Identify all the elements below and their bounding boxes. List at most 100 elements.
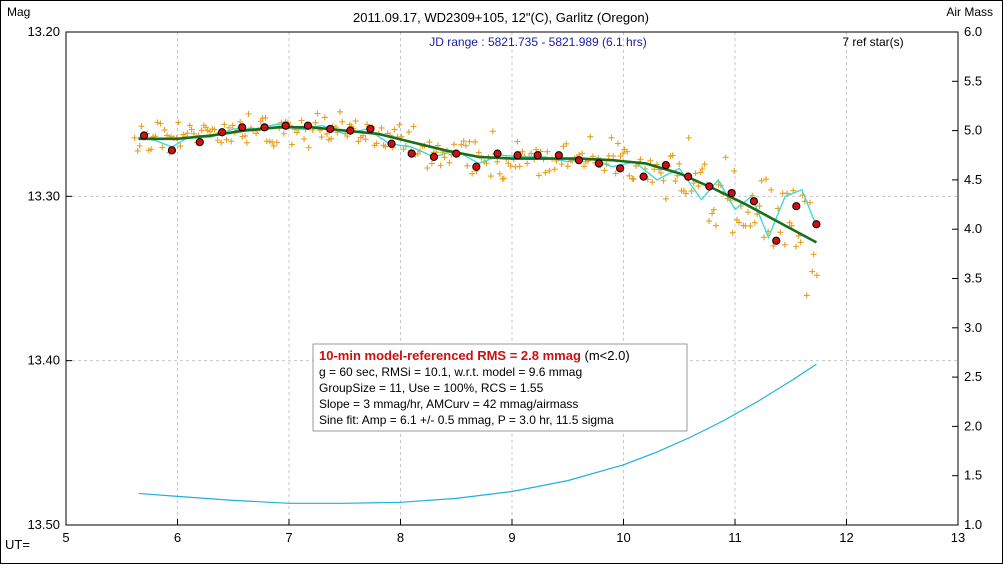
right-axis-ticks: 6.0 5.5 5.0 4.5 4.0 3.5 3.0 2.5 2.0 1.5 1.0: [952, 24, 982, 532]
raw-point: [612, 170, 619, 177]
raw-point: [806, 199, 813, 206]
raw-point: [629, 175, 636, 182]
raw-point: [647, 157, 654, 164]
raw-point: [131, 134, 138, 141]
binned-point: [195, 138, 204, 147]
raw-point: [458, 141, 465, 148]
binned-point: [429, 152, 439, 161]
raw-point: [692, 170, 699, 177]
raw-point: [669, 152, 676, 159]
binned-point: [574, 156, 584, 165]
binned-point: [218, 128, 227, 137]
raw-point: [424, 164, 431, 171]
raw-point: [756, 203, 763, 210]
x-tick-label: 11: [728, 530, 742, 545]
raw-point: [494, 158, 501, 165]
raw-point: [214, 137, 221, 144]
raw-point: [270, 142, 277, 149]
raw-point: [154, 119, 161, 126]
x-axis-ticks: 5 6 7 8 9 10 11 12 13: [62, 519, 965, 545]
raw-point: [544, 148, 551, 155]
raw-point: [198, 127, 205, 134]
raw-point: [450, 141, 457, 148]
raw-point: [138, 123, 145, 130]
raw-point: [175, 119, 182, 126]
raw-point: [344, 133, 351, 140]
raw-point: [682, 190, 689, 197]
binned-point: [493, 149, 502, 158]
chart-title: 2011.09.17, WD2309+105, 12"(C), Garlitz …: [353, 10, 649, 25]
raw-point: [601, 167, 608, 174]
raw-point: [558, 161, 565, 168]
stats-line-5: Sine fit: Amp = 6.1 +/- 0.5 mmag, P = 3.…: [319, 413, 614, 427]
x-tick-label: 13: [951, 530, 965, 545]
raw-point: [672, 177, 679, 184]
x-tick-label: 9: [508, 530, 515, 545]
right-axis-label: Air Mass: [946, 5, 993, 19]
model-fit-curve: [138, 126, 818, 244]
raw-point: [242, 132, 249, 139]
raw-point: [676, 160, 683, 167]
svg-text:10-min model-referenced RMS =: 10-min model-referenced RMS = 2.8 mmag (…: [319, 348, 630, 363]
raw-point: [809, 268, 816, 275]
raw-point: [364, 121, 371, 128]
raw-point: [662, 195, 669, 202]
raw-point: [699, 166, 706, 173]
raw-point: [426, 139, 433, 146]
left-axis-label: Mag: [7, 5, 30, 19]
raw-point: [751, 219, 758, 226]
x-tick-label: 6: [174, 530, 181, 545]
raw-point: [305, 144, 312, 151]
raw-point: [301, 135, 308, 142]
raw-point: [657, 169, 664, 176]
raw-point: [318, 134, 325, 141]
raw-point: [610, 153, 617, 160]
raw-point: [312, 119, 319, 126]
binned-point: [513, 151, 522, 160]
raw-point: [352, 118, 359, 125]
raw-point: [581, 163, 588, 170]
raw-point: [472, 138, 479, 145]
raw-point: [441, 154, 448, 161]
right-tick-label: 5.0: [964, 123, 982, 138]
raw-point: [563, 140, 570, 147]
left-tick-label: 13.30: [27, 188, 60, 203]
binned-point: [139, 131, 149, 140]
left-tick-label: 13.50: [27, 517, 60, 532]
x-tick-label: 7: [285, 530, 292, 545]
raw-point: [298, 117, 305, 124]
stats-line-4: Slope = 3 mmag/hr, AMCurv = 42 mmag/airm…: [319, 397, 578, 411]
sine-fit-curve: [138, 123, 818, 240]
binned-point: [366, 124, 375, 134]
raw-point: [542, 169, 549, 176]
raw-point: [243, 139, 250, 146]
raw-point: [761, 234, 768, 241]
raw-point: [134, 147, 141, 154]
stats-line-3: GroupSize = 11, Use = 100%, RCS = 1.55: [319, 381, 544, 395]
raw-point: [229, 122, 236, 129]
raw-point: [697, 169, 704, 176]
raw-point: [535, 172, 542, 179]
x-tick-label: 8: [397, 530, 404, 545]
raw-point: [148, 146, 155, 153]
raw-point: [729, 229, 736, 236]
raw-point: [487, 173, 494, 180]
raw-point: [314, 110, 321, 117]
binned-point: [812, 220, 821, 229]
binned-point: [684, 172, 693, 181]
raw-point: [280, 130, 287, 137]
raw-point: [688, 188, 695, 195]
binned-point: [749, 197, 759, 206]
raw-point: [624, 148, 631, 155]
left-tick-label: 13.20: [27, 24, 60, 39]
raw-point: [579, 150, 586, 157]
binned-point: [792, 202, 801, 211]
raw-point: [564, 163, 571, 170]
right-tick-label: 3.0: [964, 320, 982, 335]
raw-point: [321, 114, 328, 121]
raw-point: [770, 242, 777, 249]
raw-point: [355, 138, 362, 145]
raw-point: [792, 243, 799, 250]
jd-range-label: JD range : 5821.735 - 5821.989 (6.1 hrs): [429, 35, 646, 49]
